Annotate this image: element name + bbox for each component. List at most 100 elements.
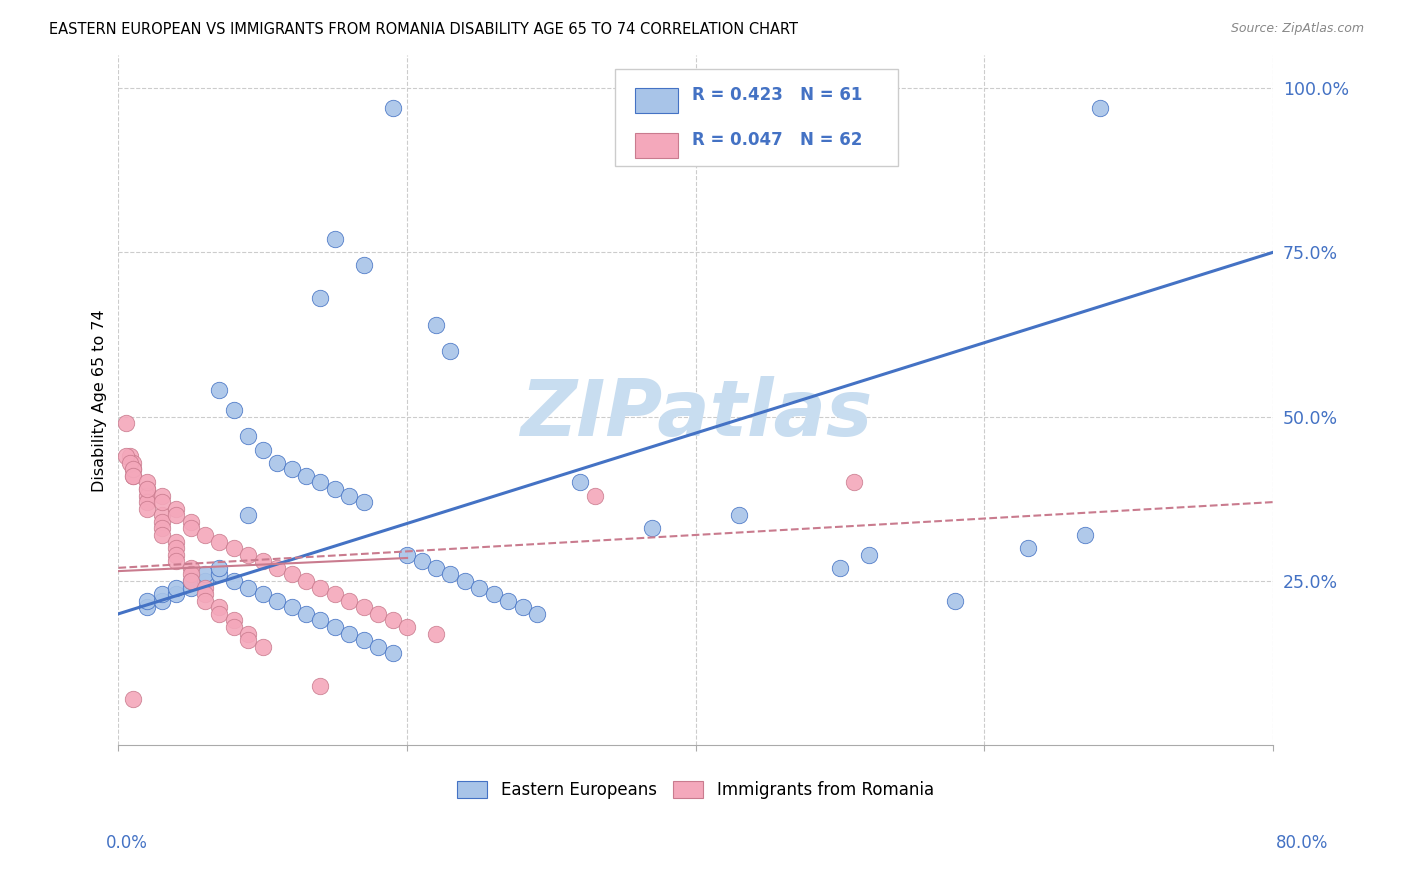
Point	[337, 489, 360, 503]
Point	[150, 521, 173, 535]
Point	[165, 587, 187, 601]
Point	[266, 456, 288, 470]
Point	[266, 561, 288, 575]
Point	[222, 541, 245, 555]
Point	[482, 587, 505, 601]
Point	[439, 343, 461, 358]
Point	[180, 574, 202, 588]
Point	[208, 534, 231, 549]
Point	[194, 581, 217, 595]
Point	[280, 462, 302, 476]
FancyBboxPatch shape	[614, 69, 898, 166]
Point	[641, 521, 664, 535]
Point	[114, 416, 136, 430]
FancyBboxPatch shape	[634, 133, 678, 158]
Point	[425, 561, 447, 575]
Y-axis label: Disability Age 65 to 74: Disability Age 65 to 74	[93, 309, 107, 491]
Point	[238, 581, 260, 595]
Point	[468, 581, 491, 595]
Point	[367, 640, 389, 654]
Point	[252, 554, 274, 568]
Point	[381, 614, 404, 628]
Point	[180, 567, 202, 582]
Text: 0.0%: 0.0%	[105, 834, 148, 852]
Point	[194, 574, 217, 588]
Point	[208, 567, 231, 582]
Point	[252, 587, 274, 601]
Legend: Eastern Europeans, Immigrants from Romania: Eastern Europeans, Immigrants from Roman…	[451, 774, 941, 806]
Point	[396, 548, 419, 562]
Point	[180, 515, 202, 529]
Point	[136, 600, 159, 615]
Point	[165, 548, 187, 562]
Point	[114, 449, 136, 463]
Point	[583, 489, 606, 503]
Point	[118, 456, 141, 470]
Point	[309, 581, 332, 595]
Point	[238, 429, 260, 443]
Point	[454, 574, 477, 588]
Point	[252, 442, 274, 457]
Point	[425, 318, 447, 332]
Point	[222, 620, 245, 634]
Point	[353, 259, 375, 273]
Point	[150, 495, 173, 509]
Point	[222, 403, 245, 417]
Text: R = 0.047   N = 62: R = 0.047 N = 62	[692, 131, 863, 149]
Text: ZIPatlas: ZIPatlas	[520, 376, 872, 452]
Point	[238, 626, 260, 640]
Point	[309, 679, 332, 693]
Point	[252, 640, 274, 654]
Text: R = 0.423   N = 61: R = 0.423 N = 61	[692, 86, 863, 103]
Point	[222, 574, 245, 588]
Point	[266, 593, 288, 607]
Point	[1074, 528, 1097, 542]
Point	[323, 482, 346, 496]
Point	[150, 515, 173, 529]
Point	[122, 462, 145, 476]
Point	[208, 384, 231, 398]
Point	[150, 593, 173, 607]
Point	[295, 574, 318, 588]
Point	[136, 482, 159, 496]
Point	[165, 501, 187, 516]
Point	[569, 475, 592, 490]
Point	[439, 567, 461, 582]
Point	[844, 475, 866, 490]
Point	[496, 593, 519, 607]
Text: 80.0%: 80.0%	[1277, 834, 1329, 852]
Point	[122, 462, 145, 476]
Point	[381, 101, 404, 115]
Point	[165, 508, 187, 523]
Point	[122, 468, 145, 483]
Point	[180, 581, 202, 595]
Point	[858, 548, 880, 562]
Point	[180, 574, 202, 588]
Point	[280, 600, 302, 615]
Point	[194, 587, 217, 601]
Point	[353, 633, 375, 648]
Text: EASTERN EUROPEAN VS IMMIGRANTS FROM ROMANIA DISABILITY AGE 65 TO 74 CORRELATION : EASTERN EUROPEAN VS IMMIGRANTS FROM ROMA…	[49, 22, 799, 37]
Point	[411, 554, 433, 568]
Point	[222, 614, 245, 628]
Point	[165, 581, 187, 595]
Point	[136, 489, 159, 503]
Point	[828, 561, 851, 575]
Point	[150, 528, 173, 542]
Point	[381, 646, 404, 660]
Point	[180, 561, 202, 575]
Point	[122, 456, 145, 470]
Point	[194, 593, 217, 607]
Point	[526, 607, 548, 621]
Point	[323, 620, 346, 634]
Point	[208, 607, 231, 621]
Point	[295, 607, 318, 621]
Point	[136, 593, 159, 607]
Point	[136, 495, 159, 509]
Point	[396, 620, 419, 634]
Point	[337, 626, 360, 640]
Point	[309, 614, 332, 628]
Point	[309, 475, 332, 490]
Text: Source: ZipAtlas.com: Source: ZipAtlas.com	[1230, 22, 1364, 36]
Point	[180, 521, 202, 535]
